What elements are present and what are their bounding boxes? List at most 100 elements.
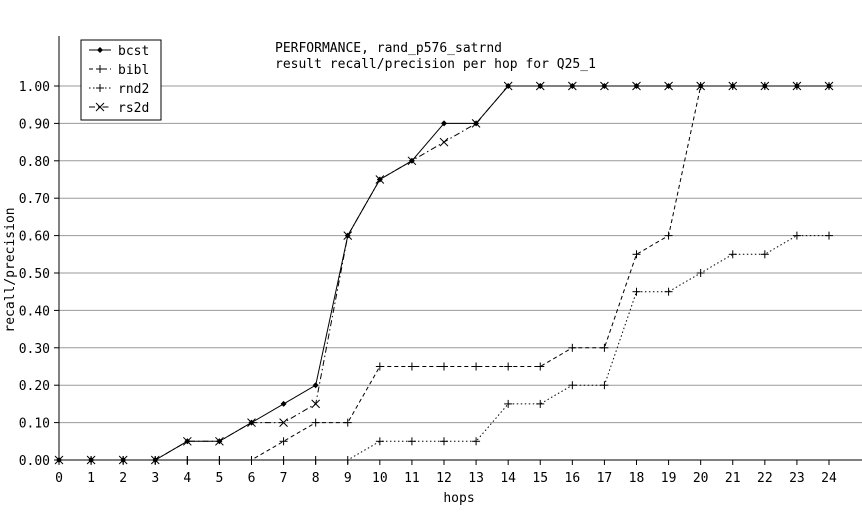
x-tick-label: 2 xyxy=(119,471,127,486)
legend: bcst bibl rnd2 rs2d xyxy=(80,39,162,121)
legend-entry: rnd2 xyxy=(89,82,149,97)
y-tick-label: 0.50 xyxy=(19,267,50,282)
data-point xyxy=(760,250,769,259)
series-rs2d xyxy=(54,81,834,465)
data-point xyxy=(279,437,288,446)
data-point xyxy=(568,381,577,390)
data-point xyxy=(664,231,673,240)
x-tick-label: 13 xyxy=(468,471,484,486)
data-point xyxy=(824,81,834,91)
data-point xyxy=(471,119,481,128)
chart-subtitle: result recall/precision per hop for Q25_… xyxy=(275,57,596,72)
grid xyxy=(59,85,862,461)
data-point xyxy=(247,456,256,464)
data-point xyxy=(472,362,481,371)
data-point xyxy=(150,455,160,465)
x-tick-label: 12 xyxy=(436,471,452,486)
data-point xyxy=(97,47,103,53)
data-point xyxy=(600,343,609,352)
x-tick-label: 20 xyxy=(693,471,709,486)
data-point xyxy=(440,437,448,446)
data-point xyxy=(311,418,320,427)
data-point xyxy=(247,418,256,427)
x-tick-label: 5 xyxy=(216,471,224,486)
data-point xyxy=(343,231,353,240)
y-tick-label: 1.00 xyxy=(19,80,50,95)
data-point xyxy=(792,231,801,240)
data-point xyxy=(86,455,96,465)
x-tick-label: 9 xyxy=(344,471,352,486)
data-point xyxy=(54,455,64,465)
data-point xyxy=(600,381,609,390)
x-tick-label: 16 xyxy=(565,471,581,486)
data-point xyxy=(632,81,641,91)
data-point xyxy=(632,287,641,296)
x-tick-label: 22 xyxy=(757,471,773,486)
data-point xyxy=(825,231,833,240)
y-tick-label: 0.30 xyxy=(19,342,50,357)
x-tick-label: 1 xyxy=(87,471,95,486)
data-point xyxy=(215,436,224,446)
data-point xyxy=(118,455,128,465)
x-tick-label: 21 xyxy=(725,471,741,486)
data-point xyxy=(312,382,319,389)
axes: 0.00 0.10 0.20 0.30 0.40 0.50 0.60 0.70 0.80 0.90… xyxy=(19,36,862,486)
data-point xyxy=(760,81,770,91)
series-group xyxy=(54,81,834,465)
data-point xyxy=(536,362,545,371)
chart-title: PERFORMANCE, rand_p576_satrnd xyxy=(275,41,502,56)
data-point xyxy=(215,456,224,464)
data-point xyxy=(568,343,577,352)
x-tick-label: 24 xyxy=(821,471,837,486)
data-point xyxy=(343,418,352,427)
data-point xyxy=(696,269,705,277)
legend-entry: bcst xyxy=(89,44,149,59)
data-point xyxy=(343,456,352,464)
data-point xyxy=(440,362,448,371)
legend-label: bibl xyxy=(118,63,149,78)
data-point xyxy=(792,81,802,91)
data-point xyxy=(96,84,104,92)
x-tick-label: 15 xyxy=(532,471,548,486)
data-point xyxy=(407,362,416,371)
data-point xyxy=(311,399,321,409)
legend-entry: rs2d xyxy=(89,101,149,116)
data-point xyxy=(441,120,447,127)
x-tick-label: 4 xyxy=(183,471,191,486)
data-point xyxy=(182,436,192,446)
data-point xyxy=(632,250,641,259)
legend-label: bcst xyxy=(118,44,149,59)
data-point xyxy=(472,437,481,446)
x-tick-label: 3 xyxy=(151,471,159,486)
x-tick-label: 18 xyxy=(629,471,645,486)
x-tick-label: 19 xyxy=(661,471,677,486)
x-tick-label: 11 xyxy=(404,471,420,486)
data-point xyxy=(664,287,673,296)
x-tick-label: 17 xyxy=(597,471,613,486)
data-point xyxy=(183,456,192,464)
legend-label: rnd2 xyxy=(118,82,149,97)
data-point xyxy=(728,81,738,91)
data-point xyxy=(504,362,513,371)
data-point xyxy=(375,175,385,184)
y-tick-label: 0.80 xyxy=(19,155,50,170)
x-tick-label: 23 xyxy=(789,471,805,486)
data-point xyxy=(279,418,288,427)
data-point xyxy=(439,137,449,147)
data-point xyxy=(503,81,513,91)
x-tick-label: 7 xyxy=(280,471,288,486)
data-point xyxy=(535,81,545,91)
data-point xyxy=(567,81,577,91)
y-axis-label: recall/precision xyxy=(3,207,18,332)
y-tick-label: 0.70 xyxy=(19,192,50,207)
x-tick-label: 8 xyxy=(312,471,320,486)
y-tick-label: 0.00 xyxy=(19,454,50,469)
data-point xyxy=(95,102,105,112)
data-point xyxy=(279,456,288,464)
data-point xyxy=(600,81,609,91)
data-point xyxy=(536,399,545,408)
data-point xyxy=(311,456,320,464)
data-point xyxy=(280,400,287,407)
data-point xyxy=(375,437,384,446)
